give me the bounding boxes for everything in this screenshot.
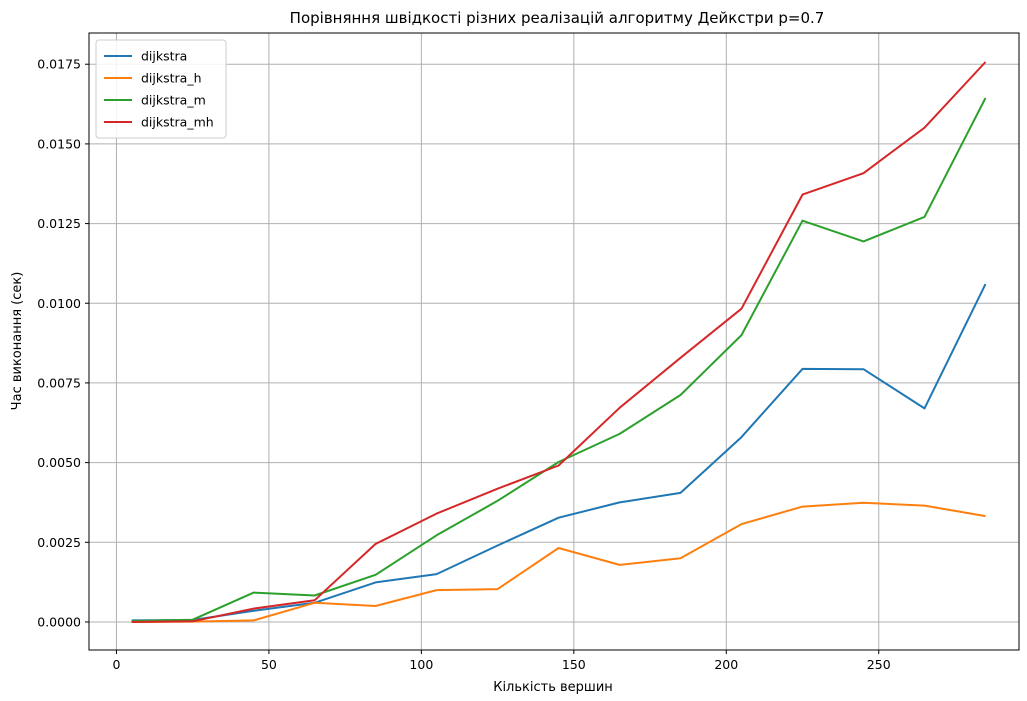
- series-lines: [131, 61, 987, 623]
- chart-title: Порівняння швідкості різних реалізацій а…: [290, 9, 825, 27]
- y-tick-label: 0.0125: [37, 216, 81, 231]
- legend-label: dijkstra_m: [141, 93, 206, 108]
- x-tick-label: 100: [409, 657, 433, 672]
- x-tick-label: 150: [562, 657, 586, 672]
- series-line-dijkstra-m: [131, 97, 987, 622]
- x-axis-label: Кількість вершин: [493, 680, 613, 695]
- legend-label: dijkstra_mh: [141, 115, 214, 130]
- y-axis-label: Час виконання (сек): [10, 272, 25, 411]
- y-tick-label: 0.0050: [37, 455, 81, 470]
- y-tick-label: 0.0150: [37, 136, 81, 151]
- series-line-dijkstra: [131, 283, 987, 622]
- axes-frame: [88, 32, 1020, 651]
- x-axis-ticks: 0 50 100 150 200 250: [112, 650, 891, 672]
- series-line-dijkstra-h: [131, 501, 986, 623]
- plot-area: 0 50 100 150 200 250 0.0000 0.0025 0.0050 0.0075…: [37, 32, 1020, 672]
- grid: [89, 33, 1019, 650]
- x-tick-label: 0: [112, 657, 120, 672]
- x-tick-label: 50: [261, 657, 277, 672]
- series-line-dijkstra-mh: [131, 61, 987, 623]
- legend-label: dijkstra: [141, 49, 187, 64]
- y-tick-label: 0.0100: [37, 296, 81, 311]
- legend-box: [95, 39, 227, 139]
- y-tick-label: 0.0175: [37, 57, 81, 72]
- legend: dijkstra dijkstra_h dijkstra_m dijkstra_mh: [95, 39, 227, 139]
- legend-label: dijkstra_h: [141, 71, 202, 86]
- y-tick-label: 0.0000: [37, 614, 81, 629]
- x-tick-label: 250: [867, 657, 891, 672]
- y-tick-label: 0.0075: [37, 375, 81, 390]
- y-axis-ticks: 0.0000 0.0025 0.0050 0.0075 0.0100 0.0125 0.01…: [37, 57, 89, 629]
- x-tick-label: 200: [714, 657, 738, 672]
- y-tick-label: 0.0025: [37, 535, 81, 550]
